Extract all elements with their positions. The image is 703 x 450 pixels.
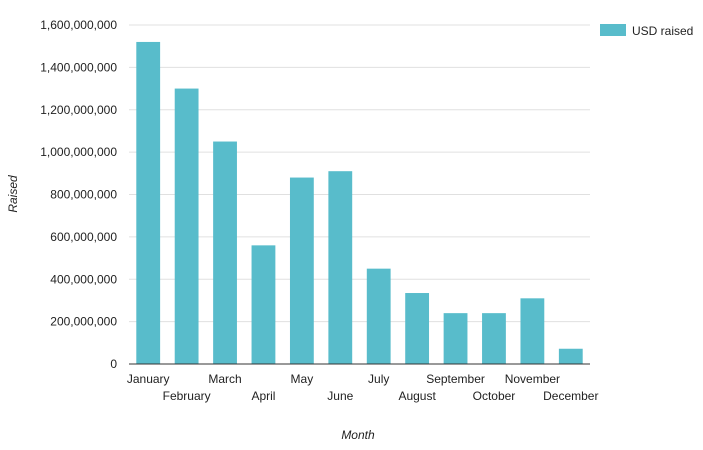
x-tick-label: August [398, 389, 436, 403]
y-tick-label: 600,000,000 [50, 230, 117, 244]
y-tick-label: 1,400,000,000 [40, 60, 117, 74]
bar-march [213, 141, 237, 364]
bar-july [366, 268, 391, 364]
x-tick-labels: January February March April May June July Augu… [127, 372, 599, 403]
bar-may [289, 177, 314, 364]
y-tick-label: 1,200,000,000 [40, 103, 117, 117]
y-tick-label: 200,000,000 [50, 315, 117, 329]
legend-label: USD raised [632, 24, 693, 38]
x-tick-label: October [473, 389, 516, 403]
bar-april [251, 245, 276, 364]
bar-december [558, 348, 583, 364]
y-tick-label: 0 [110, 357, 117, 371]
legend-swatch [600, 24, 626, 36]
bar-june [328, 171, 353, 364]
bar-november [520, 298, 545, 364]
bar-january [136, 41, 161, 364]
y-axis-title: Raised [6, 175, 20, 213]
legend: USD raised [600, 24, 693, 38]
x-tick-label: December [543, 389, 598, 403]
x-tick-label: January [127, 372, 170, 386]
bar-august [405, 293, 430, 364]
x-tick-label: June [327, 389, 353, 403]
gridlines [129, 24, 590, 323]
x-tick-label: February [163, 389, 211, 403]
x-tick-label: May [291, 372, 314, 386]
y-tick-label: 1,000,000,000 [40, 145, 117, 159]
x-tick-label: September [426, 372, 485, 386]
y-tick-label: 400,000,000 [50, 272, 117, 286]
y-tick-label: 1,600,000,000 [40, 18, 117, 32]
x-tick-label: November [505, 372, 560, 386]
bar-february [174, 88, 199, 364]
y-tick-label: 800,000,000 [50, 188, 117, 202]
x-axis-title: Month [341, 428, 375, 442]
x-tick-label: July [368, 372, 389, 386]
bar-september [443, 313, 468, 364]
x-tick-label: March [208, 372, 241, 386]
y-tick-labels: 0 200,000,000 400,000,000 600,000,000 800,00… [40, 18, 117, 371]
bars [136, 41, 583, 364]
x-tick-label: April [251, 389, 275, 403]
bar-october [482, 313, 506, 364]
